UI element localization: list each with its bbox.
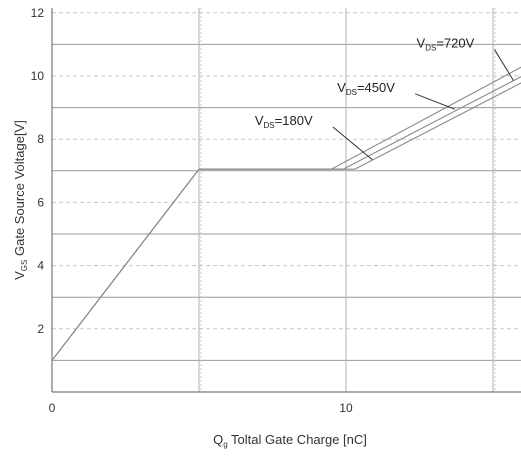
y-tick-label: 6 [37,195,44,209]
annotation-leader-1 [332,126,373,161]
y-tick-label: 4 [37,259,44,273]
axis-layer [51,8,521,393]
series-layer [51,66,521,361]
axis-label-layer: Qg Toltal Gate Charge [nC] VGS Gate Sourc… [12,120,367,449]
x-axis-label: Qg Toltal Gate Charge [nC] [213,432,367,449]
annotation-leader-3 [494,49,515,82]
y-tick-label: 8 [37,132,44,146]
annotation-label-2: VDS=450V [337,80,395,97]
annotation-label-1: VDS=180V [255,113,313,130]
annotation-label-3: VDS=720V [417,36,475,53]
annotation-layer: VDS=180V VDS=450V VDS=720V [255,36,515,161]
grid-layer [52,8,521,392]
tick-label-layer: 2 4 6 8 10 12 0 10 [31,6,353,415]
y-tick-label: 2 [37,322,44,336]
y-tick-label: 12 [31,6,45,20]
x-tick-label: 10 [339,401,353,415]
annotation-leader-2 [414,93,455,110]
y-axis-label: VGS Gate Source Voltage[V] [12,120,29,280]
y-tick-label: 10 [31,69,45,83]
series-line-3 [51,66,521,361]
x-tick-label: 0 [49,401,56,415]
